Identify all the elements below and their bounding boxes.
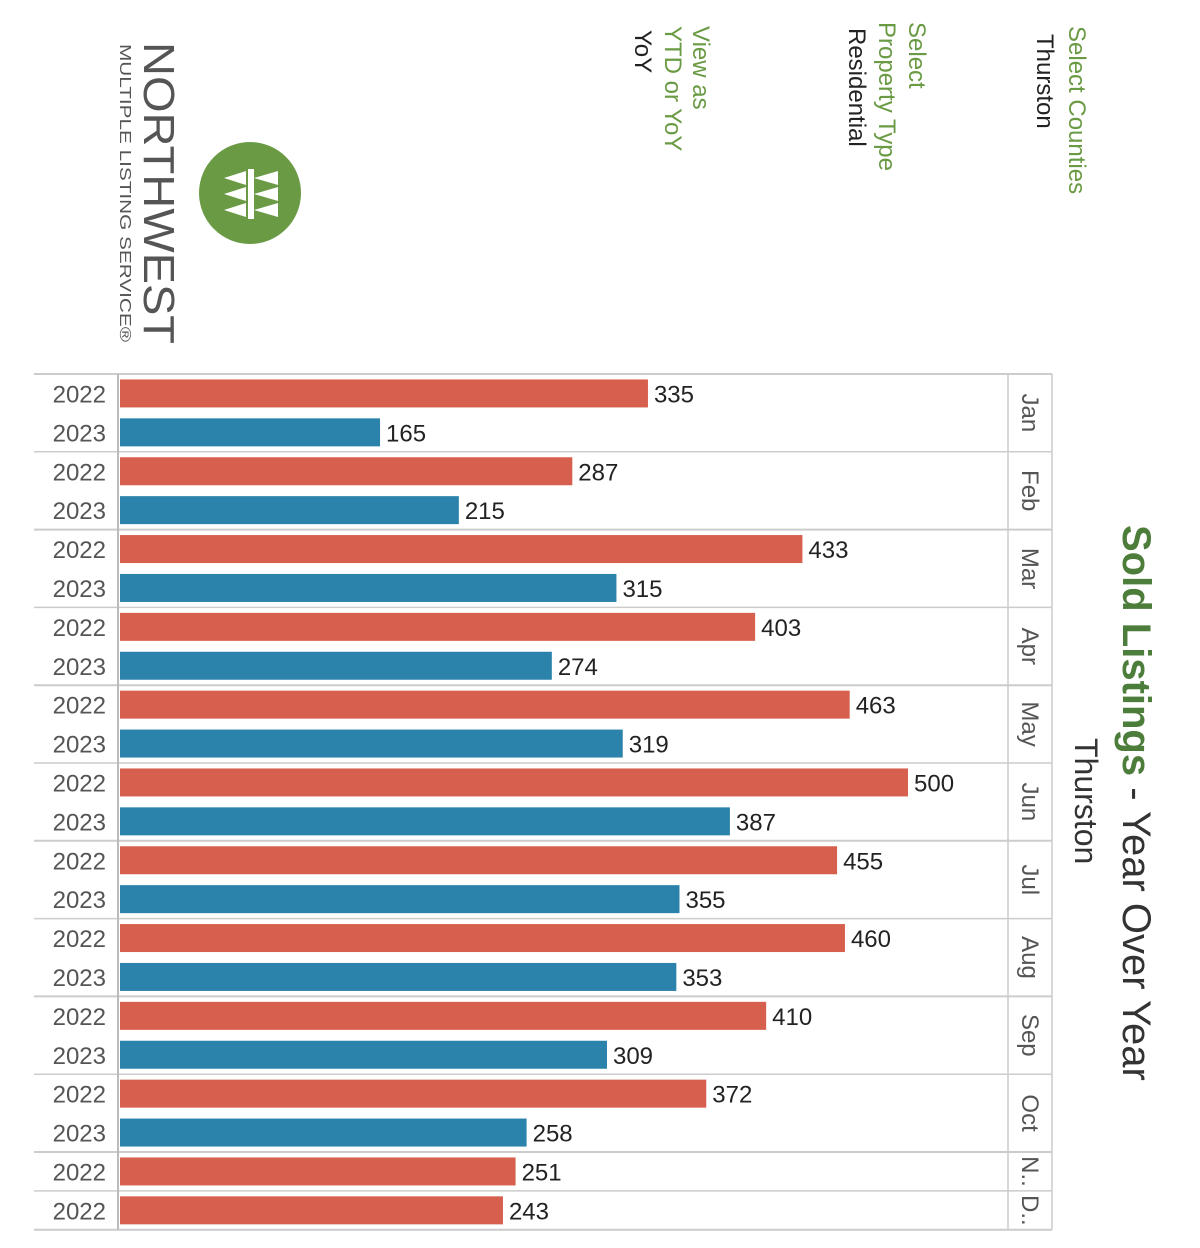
sold-listings-chart: 2022 335 2023 165 Jan 2022 287 2023 215 Feb 2022 43… [34,373,1053,1231]
bar-May-2023 [120,729,623,758]
month-label: Jan [1016,394,1043,433]
value-label: 460 [851,926,891,953]
year-label: 2023 [53,654,106,681]
value-label: 165 [386,420,426,447]
month-label: Feb [1016,470,1043,511]
year-label: 2023 [53,732,106,759]
year-label: 2022 [53,1082,106,1109]
value-label: 335 [654,381,694,408]
value-label: 403 [761,615,801,642]
year-label: 2023 [53,498,106,525]
year-label: 2023 [53,1121,106,1148]
month-label: N.. [1016,1156,1043,1187]
month-label: Aug [1016,936,1043,979]
year-label: 2022 [53,381,106,408]
month-label: Mar [1016,548,1043,589]
select-property-type-label-line2: Property Type [873,22,900,171]
bar-Aug-2022 [120,924,845,953]
year-label: 2022 [53,848,106,875]
bar-Jul-2023 [120,885,680,914]
value-label: 463 [856,693,896,720]
logo-wordmark: NORTHWEST [134,42,183,344]
bar-Sep-2022 [120,1001,767,1030]
month-label: D.. [1016,1195,1043,1226]
select-counties-label: Select Counties [1063,26,1090,195]
year-label: 2022 [53,693,106,720]
value-label: 372 [712,1082,752,1109]
year-label: 2023 [53,576,106,603]
month-label: Oct [1016,1094,1043,1132]
year-label: 2022 [53,537,106,564]
bar-Oct-2022 [120,1079,707,1108]
bar-Jan-2023 [120,418,381,447]
year-label: 2023 [53,965,106,992]
value-label: 315 [622,576,662,603]
bar-Jun-2022 [120,768,908,797]
value-label: 319 [629,732,669,759]
chart-title: Sold Listings - Year Over Year [1113,525,1158,1081]
bar-D-2022 [120,1196,503,1225]
year-label: 2023 [53,1043,106,1070]
value-label: 258 [533,1121,573,1148]
counties-dropdown[interactable]: Thurston [1031,34,1058,129]
year-label: 2022 [53,770,106,797]
month-label: Sep [1016,1014,1043,1057]
year-label: 2022 [53,459,106,486]
view-as-label-line1: View as [687,26,714,110]
logo-tagline: MULTIPLE LISTING SERVICE® [116,44,133,342]
bar-N-2022 [120,1157,516,1186]
value-label: 455 [843,848,883,875]
chart-title-main: Sold Listings [1114,525,1158,777]
value-label: 215 [465,498,505,525]
value-label: 251 [522,1159,562,1186]
bar-Mar-2023 [120,573,617,602]
nwmls-logo: NORTHWEST MULTIPLE LISTING SERVICE® [116,42,301,344]
month-label: Apr [1016,628,1043,665]
value-label: 387 [736,809,776,836]
bar-Feb-2023 [120,496,459,525]
bar-May-2022 [120,690,850,719]
year-label: 2022 [53,1159,106,1186]
month-label: May [1016,701,1043,746]
bar-Jun-2023 [120,807,730,836]
month-label: Jun [1016,783,1043,822]
year-label: 2022 [53,1198,106,1225]
value-label: 353 [682,965,722,992]
bar-Jan-2022 [120,379,648,408]
year-label: 2023 [53,887,106,914]
bar-Apr-2023 [120,651,552,680]
month-label: Jul [1016,864,1043,895]
year-label: 2022 [53,615,106,642]
bar-Aug-2023 [120,962,677,991]
view-as-label-line2: YTD or YoY [659,26,686,152]
bar-Sep-2023 [120,1040,607,1069]
bar-Jul-2022 [120,846,838,875]
select-property-type-label-line1: Select [903,22,930,89]
view-as-dropdown[interactable]: YoY [629,30,656,74]
value-label: 433 [808,537,848,564]
bar-Oct-2023 [120,1118,527,1147]
property-type-dropdown[interactable]: Residential [843,28,870,147]
year-label: 2022 [53,1004,106,1031]
value-label: 243 [509,1198,549,1225]
bar-Apr-2022 [120,612,756,641]
value-label: 355 [685,887,725,914]
year-label: 2023 [53,420,106,447]
bar-Feb-2022 [120,457,573,486]
value-label: 287 [578,459,618,486]
year-label: 2022 [53,926,106,953]
trees-glyph-icon [224,169,278,219]
value-label: 500 [914,770,954,797]
value-label: 410 [772,1004,812,1031]
year-label: 2023 [53,809,106,836]
value-label: 309 [613,1043,653,1070]
value-label: 274 [558,654,598,681]
chart-subtitle: Thurston [1068,738,1104,865]
bar-Mar-2022 [120,535,803,564]
chart-title-rest: - Year Over Year [1114,776,1158,1081]
